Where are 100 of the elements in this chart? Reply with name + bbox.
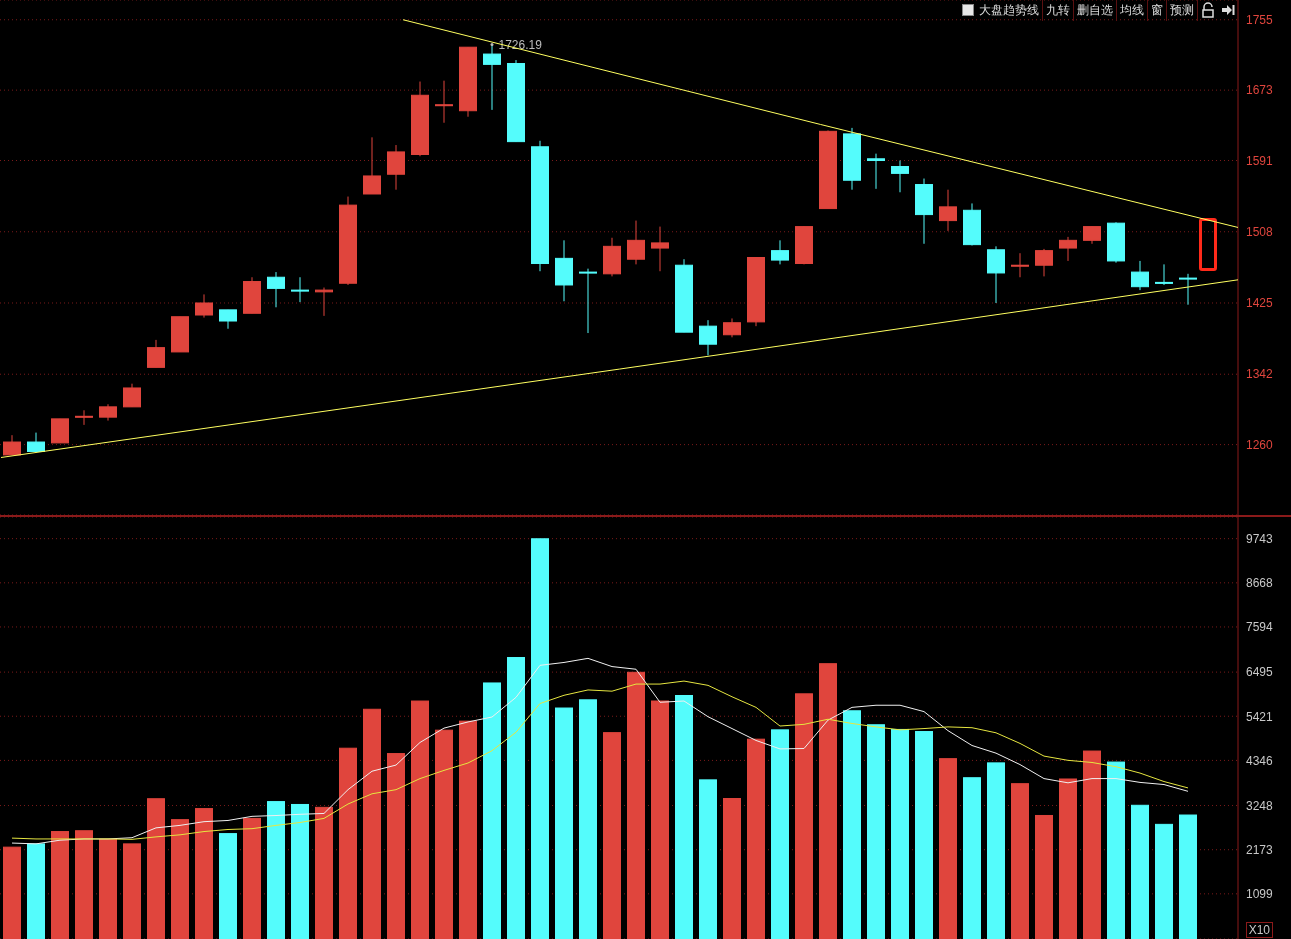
bar — [387, 753, 405, 939]
y-tick-label: 1425 — [1246, 296, 1274, 311]
bar — [1035, 814, 1053, 939]
bar — [75, 830, 93, 939]
bar — [1059, 778, 1077, 939]
bar — [27, 843, 45, 939]
candlestick — [891, 160, 909, 193]
bar — [315, 806, 333, 939]
bar — [867, 724, 885, 939]
bar — [51, 831, 69, 939]
bar — [363, 708, 381, 939]
bar — [675, 695, 693, 939]
bar — [435, 729, 453, 939]
bar — [555, 707, 573, 939]
annotation: 删自选 — [1074, 0, 1117, 21]
annotation: 1726.19 — [498, 37, 543, 52]
y-tick-label: 7594 — [1246, 620, 1274, 635]
candlestick — [579, 268, 597, 334]
bar — [915, 731, 933, 939]
y-tick-label: 1099 — [1246, 887, 1274, 902]
bar — [1107, 761, 1125, 939]
candlestick — [1035, 248, 1053, 277]
bar — [747, 738, 765, 939]
candlestick — [939, 189, 957, 232]
candlestick — [291, 276, 309, 303]
bar — [771, 729, 789, 939]
bar — [963, 777, 981, 939]
annotation: 大盘趋势线 — [976, 0, 1043, 21]
y-tick-label: 3248 — [1246, 798, 1274, 813]
bar — [411, 700, 429, 939]
bar — [171, 819, 189, 939]
candlestick — [627, 220, 645, 265]
bar — [603, 732, 621, 939]
bar — [843, 710, 861, 939]
y-tick-label: 1342 — [1246, 367, 1274, 382]
y-tick-label: 2173 — [1246, 842, 1274, 857]
candlestick — [267, 271, 285, 308]
bar — [483, 682, 501, 939]
annotation: 窗 — [1148, 0, 1167, 21]
candlestick — [387, 144, 405, 191]
candlestick — [123, 383, 141, 408]
candlestick — [195, 293, 213, 319]
candlestick — [147, 339, 165, 368]
bar — [3, 846, 21, 939]
candlestick — [315, 287, 333, 317]
y-tick-label: 1755 — [1246, 13, 1274, 27]
bar — [939, 758, 957, 939]
bar — [219, 833, 237, 939]
bar — [819, 663, 837, 939]
y-tick-label: 1508 — [1246, 225, 1274, 240]
y-tick-label: 8668 — [1246, 576, 1274, 591]
candlestick — [1131, 260, 1149, 291]
candlestick — [219, 309, 237, 330]
y-tick-label: 4346 — [1246, 753, 1274, 768]
candlestick — [1155, 263, 1173, 286]
bar — [723, 798, 741, 939]
bar — [891, 728, 909, 939]
annotation: 均线 — [1117, 0, 1148, 21]
bar — [1011, 783, 1029, 939]
candlestick — [651, 226, 669, 272]
bar — [987, 762, 1005, 939]
bar — [795, 693, 813, 939]
y-tick-label: 1260 — [1246, 437, 1274, 452]
candlestick — [1179, 273, 1197, 306]
bar — [147, 798, 165, 939]
candlestick — [3, 434, 21, 456]
bar — [459, 720, 477, 939]
candlestick — [363, 136, 381, 195]
bar — [579, 699, 597, 939]
candlestick — [75, 409, 93, 426]
bar — [99, 838, 117, 939]
candlestick — [699, 319, 717, 356]
candlestick — [1059, 236, 1077, 262]
bar — [651, 700, 669, 939]
y-tick-label: 9743 — [1246, 531, 1274, 546]
bar — [699, 779, 717, 939]
bar — [123, 843, 141, 939]
bar — [1179, 814, 1197, 939]
candlestick — [867, 153, 885, 190]
bar — [195, 808, 213, 939]
candlestick — [771, 239, 789, 265]
y-tick-label: 6495 — [1246, 665, 1274, 680]
bar — [267, 801, 285, 939]
bar — [243, 817, 261, 939]
y-tick-label: 1591 — [1246, 153, 1274, 168]
bar — [1131, 804, 1149, 939]
bar — [1155, 823, 1173, 939]
y-axis-title: X10 — [1245, 922, 1273, 938]
candlestick — [723, 317, 741, 338]
annotation: 九转 — [1043, 0, 1074, 21]
candlestick — [1011, 252, 1029, 278]
bar — [627, 671, 645, 939]
y-tick-label: 5421 — [1246, 709, 1274, 724]
bar — [339, 747, 357, 939]
bar — [291, 803, 309, 939]
candlestick — [435, 80, 453, 124]
annotation: 预测 — [1167, 0, 1198, 21]
bar — [531, 538, 549, 939]
candlestick — [987, 245, 1005, 304]
bar — [1083, 750, 1101, 939]
